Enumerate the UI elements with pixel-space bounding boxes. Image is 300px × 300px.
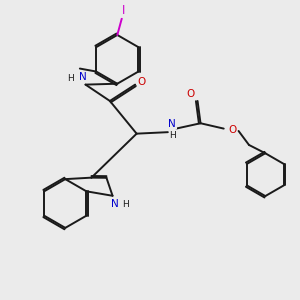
- Text: N: N: [79, 72, 86, 82]
- Text: H: H: [169, 130, 176, 140]
- Text: N: N: [168, 119, 176, 129]
- Text: N: N: [111, 199, 119, 209]
- Text: I: I: [122, 4, 125, 17]
- Text: O: O: [138, 77, 146, 87]
- Text: O: O: [186, 89, 194, 99]
- Text: H: H: [122, 200, 129, 209]
- Text: O: O: [228, 125, 236, 135]
- Text: H: H: [67, 74, 73, 82]
